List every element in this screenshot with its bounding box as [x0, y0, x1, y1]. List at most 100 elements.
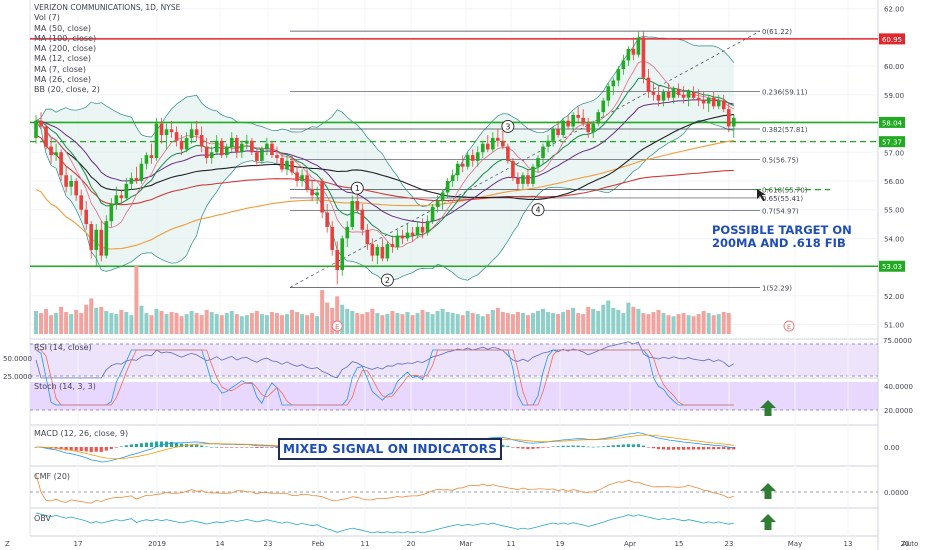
- macd-histogram-bar: [104, 447, 108, 451]
- candle-body: [325, 212, 329, 227]
- volume-bar: [204, 309, 209, 334]
- volume-bar: [149, 315, 154, 334]
- candle-body: [596, 112, 601, 124]
- volume-bar: [495, 307, 500, 334]
- candle-body: [375, 247, 380, 256]
- candle-body: [245, 140, 249, 144]
- rsi-scale-label: 25.0000: [3, 373, 32, 381]
- volume-bar: [626, 302, 631, 334]
- candle-body: [480, 143, 485, 153]
- price-tick-label: 54.00: [884, 235, 904, 243]
- macd-histogram-bar: [59, 447, 63, 450]
- price-tick-label: 62.00: [884, 6, 904, 14]
- macd-histogram-bar: [546, 447, 550, 448]
- wave-label-circle: [380, 273, 394, 287]
- candle-body: [240, 143, 244, 153]
- macd-histogram-bar: [676, 447, 681, 450]
- macd-histogram-bar: [144, 442, 149, 447]
- volume-bar: [345, 308, 350, 334]
- macd-histogram-bar: [275, 447, 279, 448]
- x-tick-label: 20: [407, 540, 416, 548]
- cmf-label: CMF (20): [34, 472, 71, 481]
- macd-histogram-bar: [129, 444, 133, 447]
- macd-histogram-bar: [270, 447, 274, 448]
- volume-bar: [415, 313, 420, 334]
- macd-histogram-bar: [255, 447, 259, 449]
- volume-bar: [139, 305, 144, 334]
- macd-histogram-bar: [159, 441, 164, 447]
- volume-bar: [375, 313, 380, 334]
- macd-histogram-bar: [692, 447, 696, 450]
- fib-level-label: 1(52.29): [762, 284, 792, 292]
- candle-body: [335, 249, 339, 270]
- volume-bar: [244, 315, 249, 334]
- ma12-line: [35, 77, 735, 238]
- rsi-label: RSI (14, close): [34, 343, 92, 352]
- volume-bar: [269, 312, 274, 334]
- ma26-line: [35, 99, 734, 224]
- volume-bar: [440, 308, 445, 334]
- candle-body: [601, 100, 606, 113]
- volume-bar: [616, 309, 621, 334]
- candle-body: [506, 146, 510, 161]
- auto-scale-button[interactable]: Auto: [902, 540, 918, 548]
- macd-histogram-bar: [697, 447, 701, 450]
- macd-histogram-bar: [536, 447, 540, 449]
- candle-body: [611, 80, 616, 87]
- candle-body: [410, 232, 415, 236]
- macd-histogram-bar: [551, 446, 555, 447]
- candle-body: [320, 180, 324, 213]
- macd-histogram-bar: [149, 442, 154, 447]
- earnings-marker-label: E: [787, 323, 791, 331]
- candle-body: [300, 175, 304, 181]
- volume-bar: [611, 307, 616, 334]
- volume-bar: [279, 315, 284, 334]
- macd-histogram-bar: [215, 446, 219, 448]
- up-arrow-icon: [760, 400, 776, 416]
- macd-histogram-bar: [124, 445, 128, 447]
- volume-bar: [259, 314, 264, 334]
- volume-bar: [681, 313, 686, 334]
- volume-bar: [189, 310, 194, 334]
- volume-bar: [711, 315, 716, 334]
- legend-item: MA (26, close): [34, 75, 92, 85]
- volume-bar: [586, 306, 591, 334]
- candle-body: [189, 129, 194, 138]
- volume-bar: [671, 316, 676, 334]
- candle-body: [646, 77, 651, 92]
- volume-bar: [305, 315, 310, 334]
- volume-bar: [114, 314, 119, 334]
- macd-histogram-bar: [245, 447, 249, 448]
- macd-histogram-bar: [586, 446, 590, 448]
- macd-histogram-bar: [571, 445, 575, 447]
- chart-title: VERIZON COMMUNICATIONS, 1D, NYSE: [34, 3, 181, 12]
- ma100-line: [35, 134, 734, 206]
- candle-body: [104, 221, 109, 256]
- volume-bar: [541, 308, 546, 334]
- candle-body: [561, 120, 565, 136]
- macd-histogram-bar: [591, 446, 595, 448]
- candle-body: [74, 180, 78, 196]
- volume-bar: [44, 308, 49, 334]
- volume-bar: [646, 314, 651, 334]
- candle-body: [671, 89, 676, 98]
- volume-bar: [109, 313, 114, 334]
- candle-body: [531, 166, 535, 184]
- wave-label: 4: [535, 206, 540, 215]
- macd-histogram-bar: [74, 447, 78, 451]
- macd-label: MACD (12, 26, close, 9): [34, 429, 129, 438]
- volume-bar: [666, 315, 671, 334]
- wave-label: 1: [355, 184, 360, 193]
- volume-bar: [475, 314, 480, 334]
- volume-bar: [89, 298, 94, 334]
- cmf-scale-label: 0.0000: [884, 489, 909, 497]
- macd-histogram-bar: [621, 444, 625, 447]
- candle-body: [726, 109, 731, 127]
- wave-label-circle: [350, 181, 364, 195]
- macd-histogram-bar: [179, 443, 184, 447]
- macd-histogram-bar: [69, 447, 73, 451]
- price-badge: [879, 136, 905, 148]
- obv-line: [35, 512, 734, 534]
- volume-bar: [310, 313, 315, 334]
- macd-histogram-bar: [265, 447, 269, 448]
